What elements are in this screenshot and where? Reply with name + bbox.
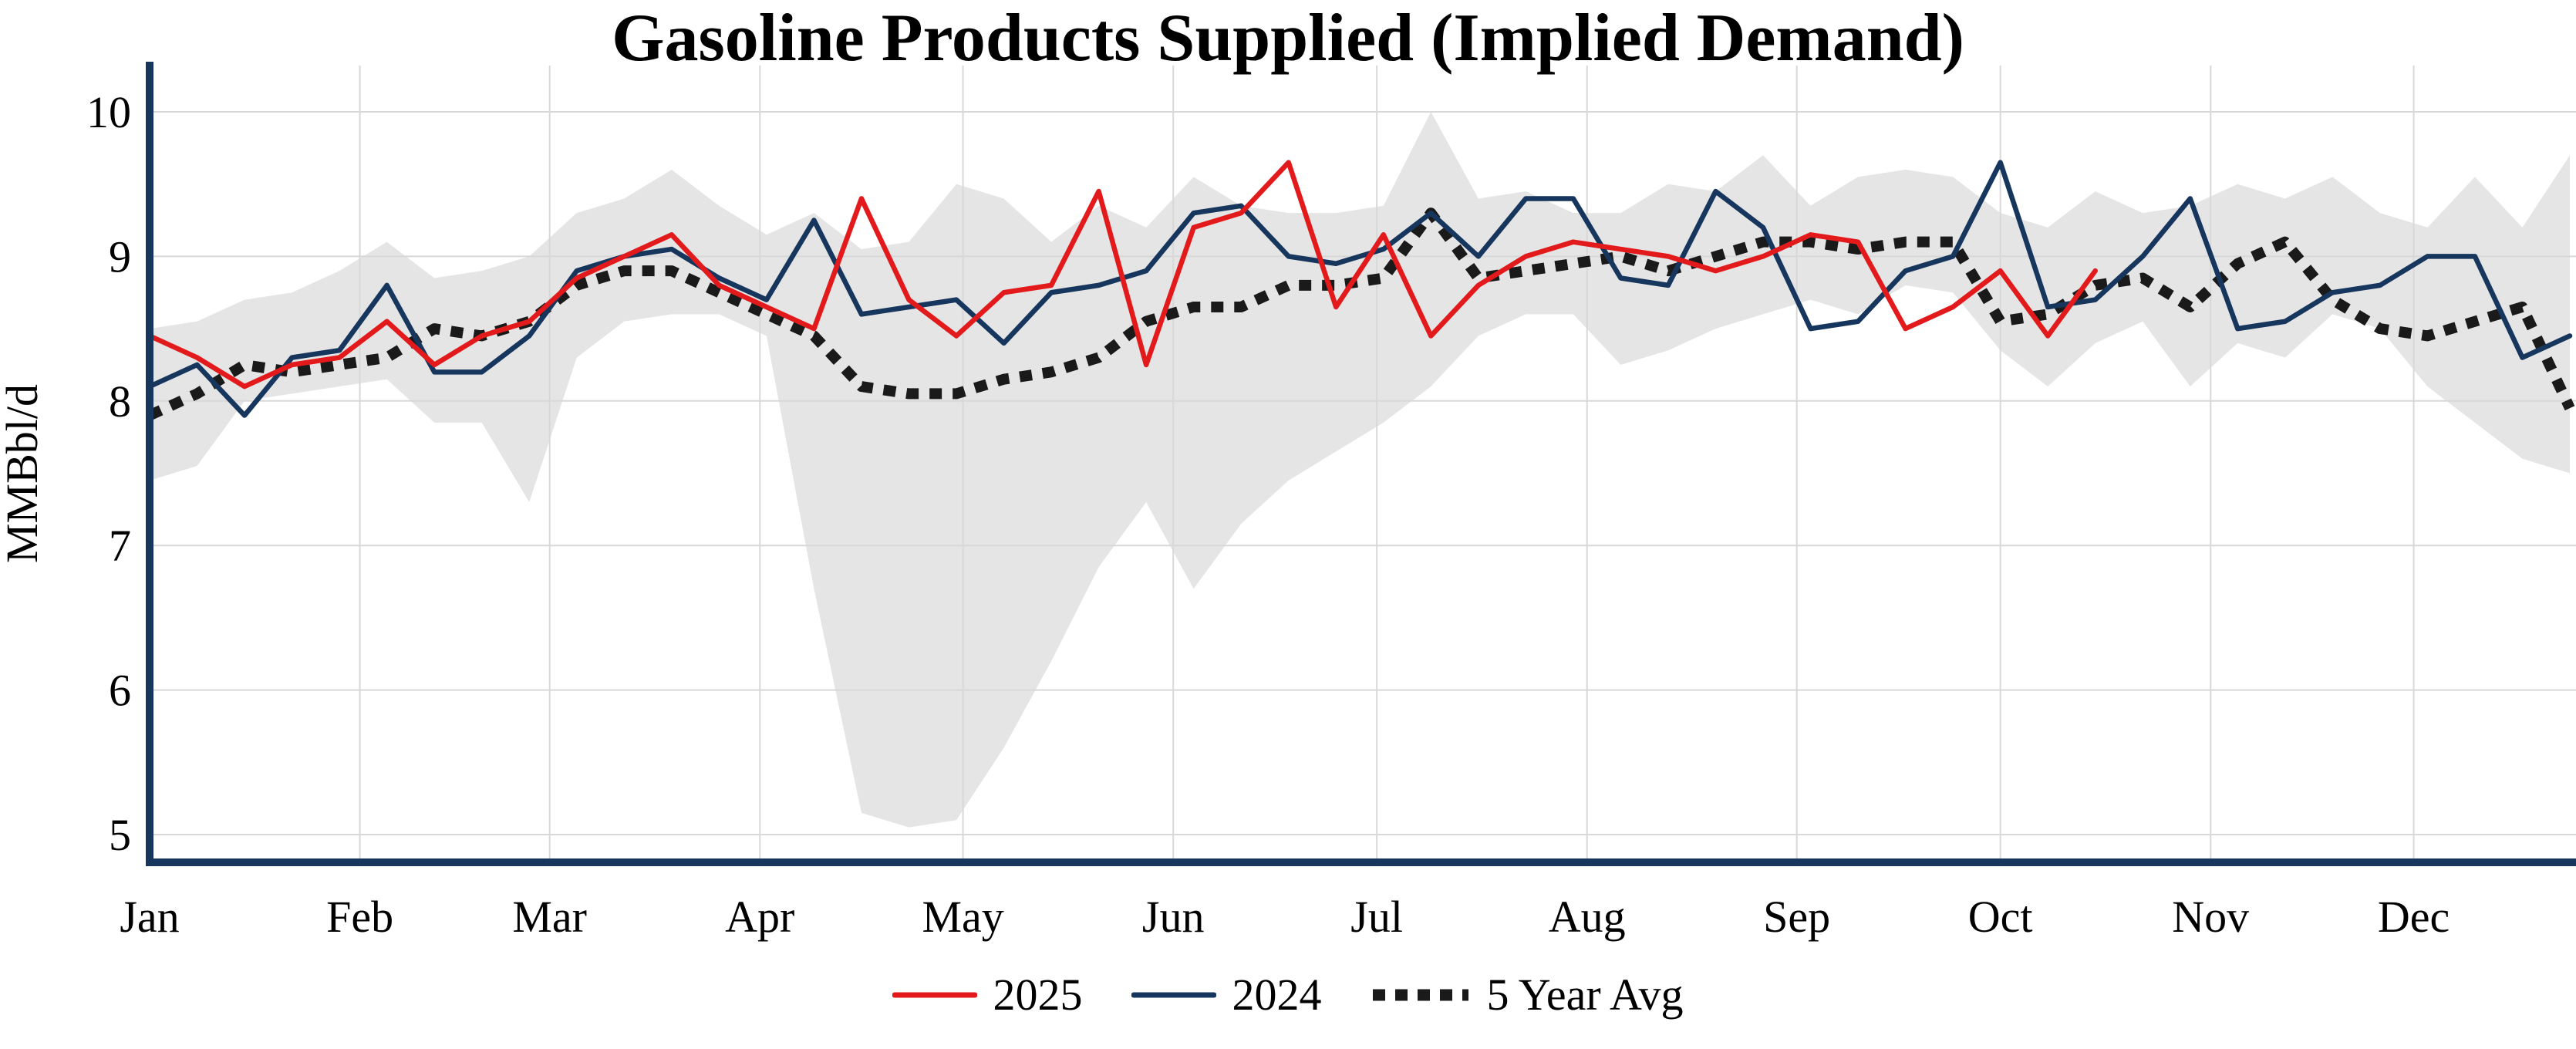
- series-line-2025: [147, 160, 2098, 390]
- plot-area: 5 6 7 8 9 10 Jan Feb Mar Apr May Jun Jul Aug Sep Oct Nov…: [86, 62, 2576, 942]
- legend-label-2025: 2025: [993, 970, 1083, 1020]
- x-tick-label: Apr: [725, 892, 794, 942]
- legend-item-2025: 2025: [892, 969, 1082, 1020]
- x-tick-label: Dec: [2378, 892, 2450, 942]
- legend-item-5yr-avg: 5 Year Avg: [1371, 969, 1684, 1020]
- chart-title: Gasoline Products Supplied (Implied Dema…: [612, 1, 1964, 76]
- legend-label-5yr-avg: 5 Year Avg: [1486, 970, 1684, 1020]
- x-tick-label: Oct: [1968, 892, 2033, 942]
- legend-label-2024: 2024: [1232, 970, 1322, 1020]
- y-tick-label: 9: [109, 231, 131, 282]
- x-tick-label: Jun: [1142, 892, 1205, 942]
- x-tick-label: May: [922, 892, 1003, 942]
- series-line-5-year-avg: [147, 207, 2575, 420]
- legend-line-2025-icon: [892, 992, 978, 997]
- x-tick-label: Jul: [1350, 892, 1403, 942]
- x-tick-label: Mar: [512, 892, 587, 942]
- y-tick-label: 10: [86, 87, 131, 137]
- five-year-range-band: [150, 112, 2570, 828]
- y-axis-label: MMBbl/d: [0, 384, 47, 563]
- y-tick-label: 8: [109, 376, 131, 427]
- legend-line-2024-icon: [1131, 992, 1217, 997]
- legend-item-2024: 2024: [1131, 969, 1321, 1020]
- chart-canvas: MMBbl/d 5 6 7 8 9 10 Jan Feb Mar Apr May Jun Jul Aug S…: [0, 62, 2576, 942]
- x-tick-label: Feb: [326, 892, 393, 942]
- y-tick-label: 7: [109, 521, 131, 571]
- x-tick-label: Sep: [1763, 892, 1830, 942]
- x-tick-label: Jan: [120, 892, 179, 942]
- series-line-2024: [147, 160, 2573, 418]
- legend: 2025 2024 5 Year Avg: [0, 969, 2576, 1020]
- legend-dotted-line-icon: [1373, 989, 1469, 1000]
- y-tick-label: 5: [109, 810, 131, 860]
- x-tick-label: Aug: [1549, 892, 1626, 942]
- y-tick-label: 6: [109, 666, 131, 716]
- x-tick-label: Nov: [2172, 892, 2249, 942]
